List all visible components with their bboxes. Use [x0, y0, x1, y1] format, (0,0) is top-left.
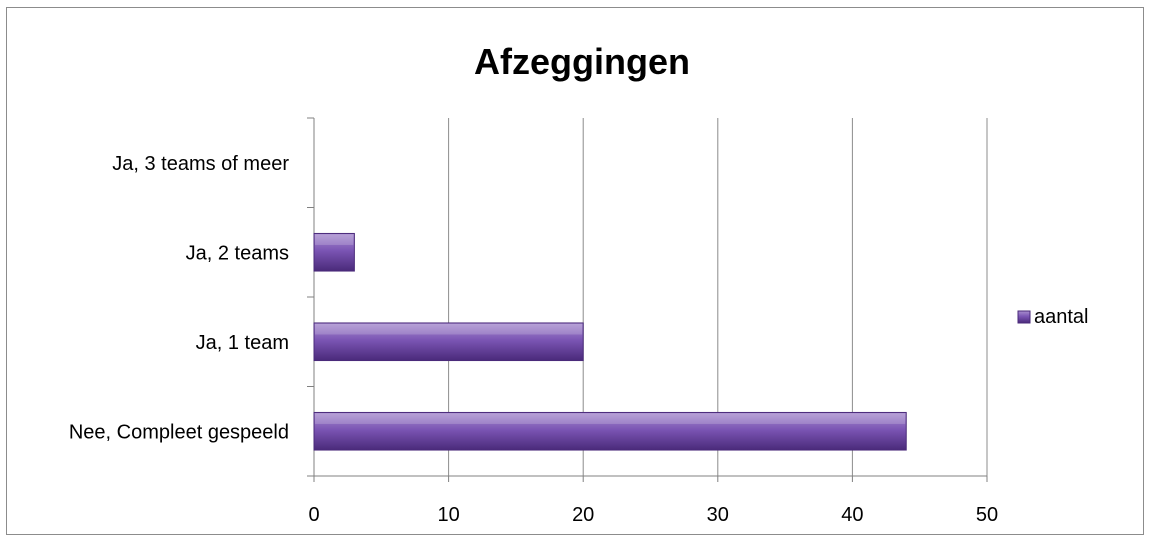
x-tick-label: 20 [572, 504, 594, 526]
category-label: Ja, 3 teams of meer [112, 153, 289, 175]
legend-swatch-aantal [1017, 310, 1031, 324]
x-tick-label: 30 [707, 504, 729, 526]
category-label: Ja, 2 teams [186, 242, 289, 264]
bars [313, 232, 907, 451]
x-tick-labels: 0 10 20 30 40 50 [308, 504, 998, 526]
bar-highlight-2 [315, 234, 354, 245]
x-tick-label: 50 [976, 504, 998, 526]
x-tick-label: 0 [308, 504, 319, 526]
category-label: Ja, 1 team [196, 332, 289, 354]
x-tick-label: 40 [841, 504, 863, 526]
bar-2 [313, 232, 355, 272]
category-labels: Nee, Compleet gespeeld Ja, 1 team Ja, 2 te… [69, 153, 289, 444]
chart-title: Afzeggingen [474, 41, 690, 82]
bar-0 [313, 411, 907, 451]
category-label: Nee, Compleet gespeeld [69, 421, 289, 443]
legend: aantal [1017, 306, 1089, 328]
bar-1 [313, 322, 584, 362]
bar-highlight-0 [315, 413, 906, 424]
x-tick-label: 10 [437, 504, 459, 526]
legend-label-aantal: aantal [1034, 306, 1089, 328]
bar-highlight-1 [315, 323, 583, 335]
